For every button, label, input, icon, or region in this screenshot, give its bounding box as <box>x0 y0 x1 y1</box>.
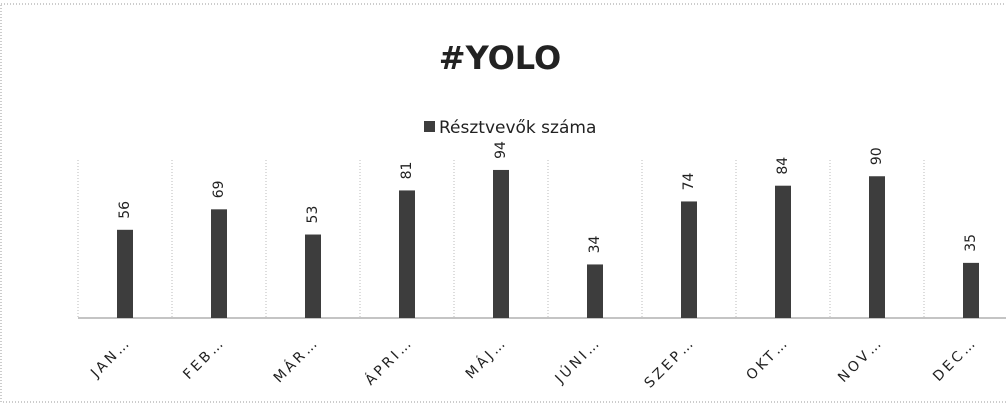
chart-title: #YOLO <box>439 39 562 77</box>
x-tick-label: JÚNI… <box>550 333 604 387</box>
value-label: 74 <box>681 172 697 190</box>
bar <box>587 264 603 318</box>
bar <box>211 209 227 318</box>
legend-label: Résztvevők száma <box>439 118 596 138</box>
value-label: 90 <box>869 147 885 165</box>
value-label: 35 <box>963 234 979 252</box>
value-label: 94 <box>493 141 509 159</box>
x-tick-label: MÁR… <box>270 334 323 387</box>
x-tick-label: OKT… <box>743 334 792 383</box>
value-label: 34 <box>587 235 603 253</box>
bar <box>775 185 791 318</box>
x-tick-label: DEC… <box>930 334 980 384</box>
bar <box>117 229 133 318</box>
value-label: 84 <box>775 157 791 175</box>
value-label: 81 <box>399 162 415 180</box>
x-tick-label: JAN… <box>87 334 134 381</box>
bar <box>681 201 697 318</box>
legend-swatch <box>424 121 435 132</box>
x-tick-label: MÁJ… <box>462 334 511 383</box>
value-label: 56 <box>117 201 133 219</box>
bar <box>493 169 509 318</box>
x-tick-label: NOV… <box>835 334 886 385</box>
chart-border <box>0 3 1006 403</box>
bar <box>399 190 415 318</box>
bar <box>869 176 885 318</box>
value-label: 69 <box>211 180 227 198</box>
bar <box>963 262 979 318</box>
x-tick-label: SZEP… <box>642 334 699 391</box>
bar <box>305 234 321 318</box>
x-tick-label: FEB… <box>180 334 228 382</box>
x-tick-label: ÁPRI… <box>362 334 417 389</box>
value-label: 53 <box>305 206 321 224</box>
